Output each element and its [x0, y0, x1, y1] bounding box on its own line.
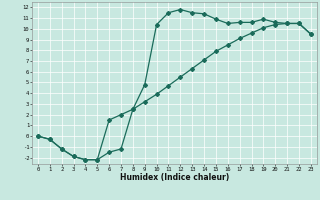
- X-axis label: Humidex (Indice chaleur): Humidex (Indice chaleur): [120, 173, 229, 182]
